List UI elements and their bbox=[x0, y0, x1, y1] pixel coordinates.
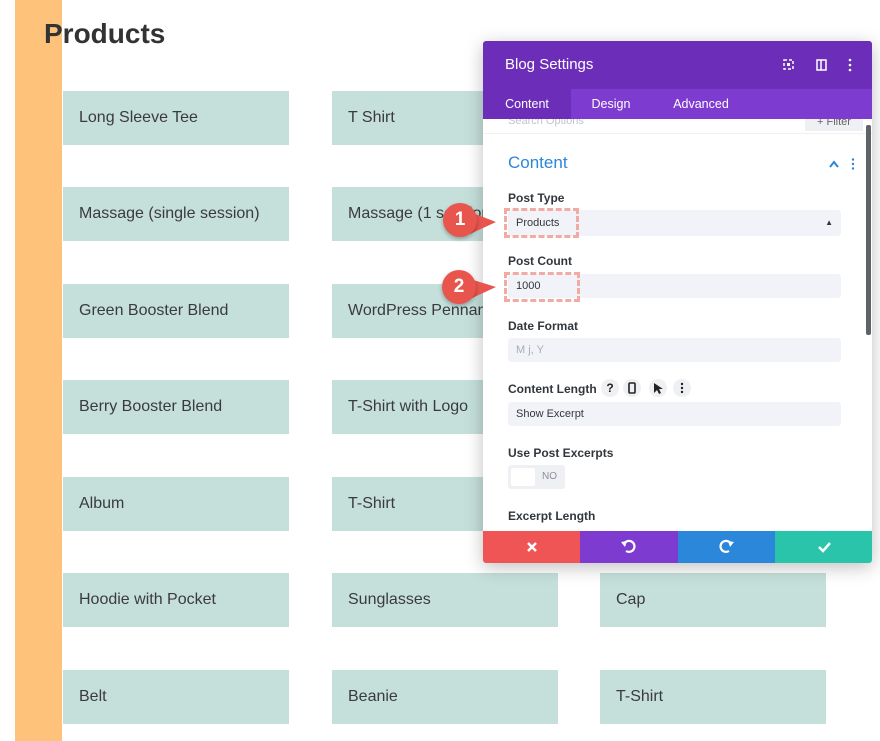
product-card[interactable]: Sunglasses bbox=[332, 573, 558, 627]
search-input[interactable]: Search Options bbox=[508, 119, 584, 127]
annotation-badge: 1 bbox=[443, 203, 477, 237]
panel-title: Blog Settings bbox=[505, 56, 594, 73]
select-arrow: ▲ bbox=[825, 218, 833, 227]
field-label: Content Length bbox=[508, 382, 597, 396]
product-card[interactable]: Massage (single session) bbox=[63, 187, 289, 241]
scrollbar[interactable] bbox=[866, 125, 871, 335]
toggle-label: NO bbox=[542, 471, 557, 482]
product-card[interactable]: Green Booster Blend bbox=[63, 284, 289, 338]
tab[interactable]: Content bbox=[483, 89, 571, 119]
field-icons[interactable] bbox=[623, 379, 693, 397]
panel-header: Blog Settings bbox=[483, 41, 872, 89]
highlight-box bbox=[504, 272, 580, 302]
field-label: Date Format bbox=[508, 319, 579, 333]
divider bbox=[483, 133, 872, 134]
select[interactable]: Products ▲ bbox=[508, 210, 841, 236]
settings-panel: Blog Settings Content Design Advanced Se… bbox=[483, 41, 872, 563]
product-card[interactable]: Album bbox=[63, 477, 289, 531]
field-label: Post Count bbox=[508, 254, 572, 268]
product-card[interactable]: Berry Booster Blend bbox=[63, 380, 289, 434]
select[interactable]: Show Excerpt bbox=[508, 402, 841, 426]
annotation-badge: 2 bbox=[442, 270, 476, 304]
panel-body: Search Options + Filter Content Post Typ… bbox=[483, 119, 872, 531]
side-strip bbox=[15, 0, 62, 741]
field-label: Use Post Excerpts bbox=[508, 446, 614, 460]
text-input[interactable]: M j, Y bbox=[508, 338, 841, 362]
cancel-button[interactable] bbox=[483, 531, 581, 563]
product-card[interactable]: Beanie bbox=[332, 670, 558, 724]
highlight-box bbox=[504, 208, 579, 238]
page-title: Products bbox=[44, 18, 166, 49]
toggle-knob bbox=[511, 468, 535, 486]
text-input[interactable]: 1000 bbox=[508, 274, 841, 298]
section-title[interactable]: Content bbox=[508, 153, 568, 172]
save-button[interactable] bbox=[774, 531, 872, 563]
filter-button[interactable]: + Filter bbox=[805, 119, 863, 131]
product-card[interactable]: Long Sleeve Tee bbox=[63, 91, 289, 145]
help-icon[interactable]: ? bbox=[601, 379, 619, 397]
select-value: Show Excerpt bbox=[516, 408, 584, 420]
product-card[interactable]: T-Shirt bbox=[600, 670, 826, 724]
product-card[interactable]: Hoodie with Pocket bbox=[63, 573, 289, 627]
field-label: Post Type bbox=[508, 191, 565, 205]
product-card[interactable]: Belt bbox=[63, 670, 289, 724]
toggle[interactable]: NO bbox=[508, 465, 565, 489]
redo-button[interactable] bbox=[677, 531, 775, 563]
tab[interactable]: Design bbox=[591, 97, 631, 111]
header-icons[interactable] bbox=[779, 55, 869, 75]
tab[interactable]: Advanced bbox=[673, 97, 729, 111]
select-value: Products bbox=[516, 217, 560, 229]
field-label: Excerpt Length bbox=[508, 509, 596, 523]
product-card[interactable]: Cap bbox=[600, 573, 826, 627]
undo-button[interactable] bbox=[580, 531, 678, 563]
section-icons[interactable] bbox=[827, 157, 857, 171]
